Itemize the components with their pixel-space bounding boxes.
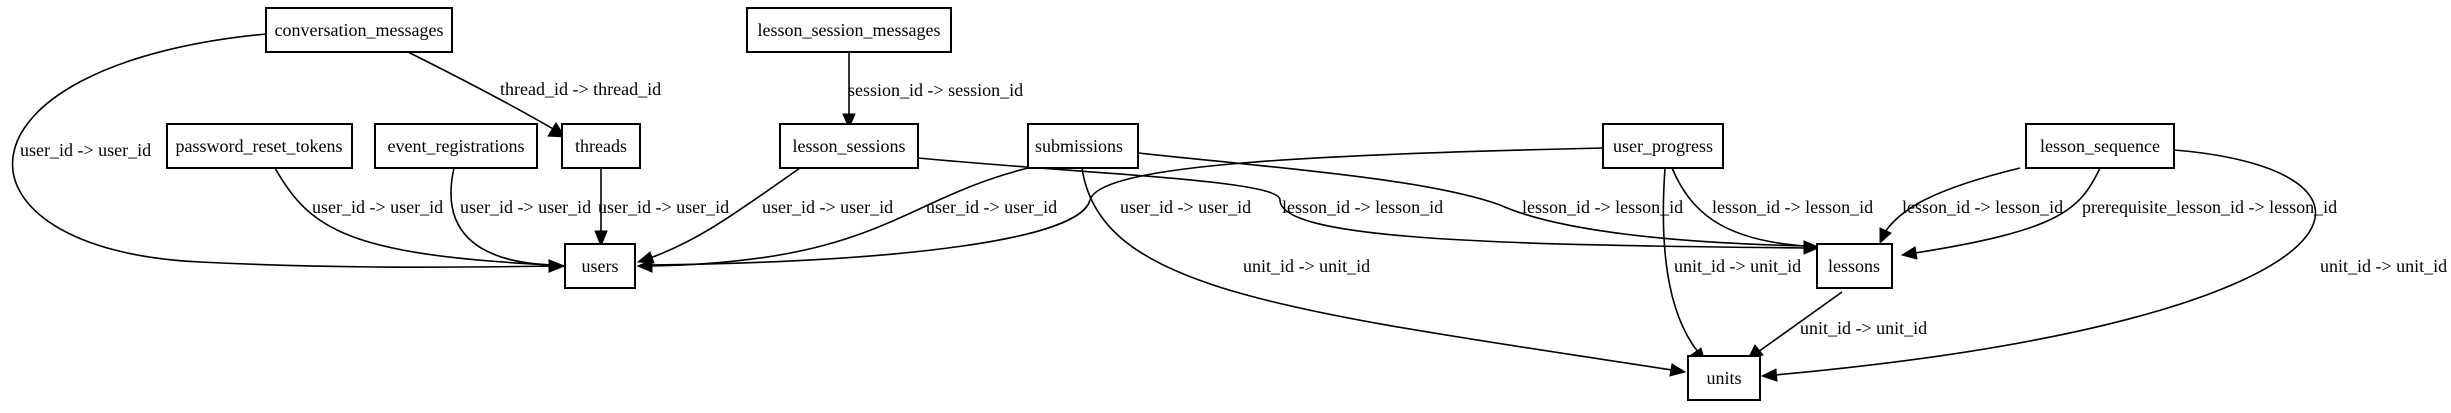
edges: thread_id -> thread_id user_id -> user_i… <box>11 33 2447 382</box>
edge-label: thread_id -> thread_id <box>500 79 661 99</box>
node-label: threads <box>575 136 627 156</box>
node-password-reset-tokens[interactable]: password_reset_tokens <box>166 123 353 169</box>
edge-lesson-sequence-lessons: lesson_id -> lesson_id <box>1879 167 2063 245</box>
edge-lesson-sessions-users: user_id -> user_id <box>636 167 893 264</box>
node-lesson-sessions[interactable]: lesson_sessions <box>779 123 919 169</box>
node-label: units <box>1706 368 1741 388</box>
edge-label: unit_id -> unit_id <box>2320 256 2447 276</box>
nodes: conversation_messages lesson_session_mes… <box>166 7 2175 401</box>
edge-submissions-units: unit_id -> unit_id <box>1081 167 1687 377</box>
edge-threads-users: user_id -> user_id <box>594 168 729 248</box>
edge-label: unit_id -> unit_id <box>1800 318 1927 338</box>
edge-label: prerequisite_lesson_id -> lesson_id <box>2082 197 2337 217</box>
edge-password-reset-tokens-users: user_id -> user_id <box>274 167 566 273</box>
node-label: lesson_sequence <box>2040 136 2160 156</box>
node-threads[interactable]: threads <box>561 123 641 169</box>
edge-lesson-sequence-lessons-prerequisite: prerequisite_lesson_id -> lesson_id <box>1900 167 2337 260</box>
edge-label: lesson_id -> lesson_id <box>1522 197 1683 217</box>
node-label: submissions <box>1035 136 1123 156</box>
node-user-progress[interactable]: user_progress <box>1602 123 1724 169</box>
node-label: conversation_messages <box>275 20 444 40</box>
node-label: lesson_session_messages <box>758 20 941 40</box>
edge-label: user_id -> user_id <box>926 197 1057 217</box>
edge-lesson-session-messages-lesson-sessions: session_id -> session_id <box>842 51 1023 130</box>
node-label: users <box>582 256 619 276</box>
edge-label: user_id -> user_id <box>762 197 893 217</box>
node-lesson-sequence[interactable]: lesson_sequence <box>2025 123 2175 169</box>
edge-event-registrations-users: user_id -> user_id <box>450 167 591 273</box>
node-submissions[interactable]: submissions <box>1027 123 1139 169</box>
node-label: user_progress <box>1613 136 1713 156</box>
edge-label: lesson_id -> lesson_id <box>1282 197 1443 217</box>
edge-lesson-sequence-units: unit_id -> unit_id <box>1760 149 2447 382</box>
node-label: lesson_sessions <box>792 136 905 156</box>
edge-label: user_id -> user_id <box>20 140 151 160</box>
edge-user-progress-users: user_id -> user_id <box>636 147 1604 273</box>
node-conversation-messages[interactable]: conversation_messages <box>265 7 453 53</box>
node-lesson-session-messages[interactable]: lesson_session_messages <box>746 7 952 53</box>
edge-label: session_id -> session_id <box>848 80 1023 100</box>
edge-submissions-users: user_id -> user_id <box>636 167 1057 273</box>
node-units[interactable]: units <box>1687 355 1761 401</box>
edge-label: lesson_id -> lesson_id <box>1712 197 1873 217</box>
edge-label: user_id -> user_id <box>1120 197 1251 217</box>
node-lessons[interactable]: lessons <box>1816 243 1893 289</box>
node-event-registrations[interactable]: event_registrations <box>374 123 538 169</box>
node-label: lessons <box>1828 256 1880 276</box>
edge-label: lesson_id -> lesson_id <box>1902 197 2063 217</box>
node-users[interactable]: users <box>564 243 636 289</box>
node-label: password_reset_tokens <box>176 136 343 156</box>
edge-label: unit_id -> unit_id <box>1243 256 1370 276</box>
edge-label: user_id -> user_id <box>460 197 591 217</box>
edge-label: user_id -> user_id <box>312 197 443 217</box>
node-label: event_registrations <box>388 136 525 156</box>
edge-label: user_id -> user_id <box>598 197 729 217</box>
edge-conversation-messages-threads: thread_id -> thread_id <box>407 51 661 138</box>
edge-user-progress-lessons: lesson_id -> lesson_id <box>1671 167 1873 254</box>
edge-lessons-units: unit_id -> unit_id <box>1747 291 1927 360</box>
edge-label: unit_id -> unit_id <box>1674 256 1801 276</box>
